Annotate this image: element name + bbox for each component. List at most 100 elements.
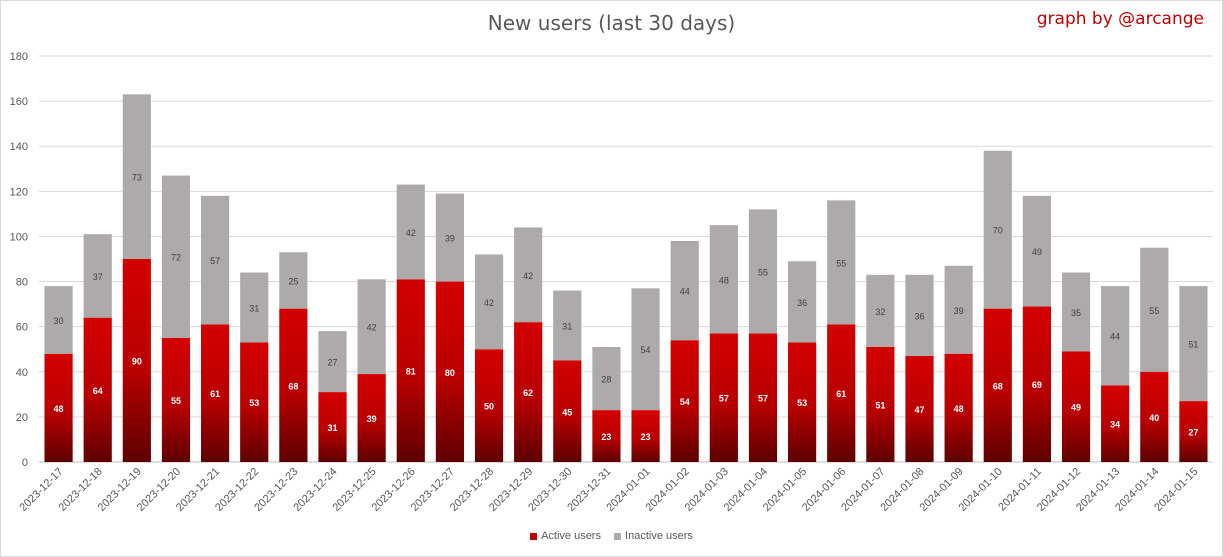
data-label-active: 57 xyxy=(719,394,729,404)
data-label-active: 47 xyxy=(914,405,924,415)
y-tick-label: 100 xyxy=(10,231,28,243)
data-label-inactive: 30 xyxy=(54,316,64,326)
data-label-inactive: 73 xyxy=(132,173,142,183)
bar-active xyxy=(905,355,934,462)
data-label-inactive: 39 xyxy=(445,234,455,244)
bar-inactive xyxy=(1140,247,1169,372)
data-label-active: 61 xyxy=(836,389,846,399)
data-label-inactive: 42 xyxy=(406,228,416,238)
data-label-inactive: 36 xyxy=(797,298,807,308)
bar-active xyxy=(1061,351,1091,462)
bar-inactive xyxy=(592,346,621,411)
data-label-active: 48 xyxy=(954,404,964,414)
bar-active xyxy=(983,308,1012,462)
bar-inactive xyxy=(944,265,973,354)
data-label-active: 68 xyxy=(993,381,1003,391)
bar-inactive xyxy=(709,225,738,334)
bar-active xyxy=(318,392,347,462)
data-label-active: 27 xyxy=(1188,428,1198,438)
data-label-inactive: 49 xyxy=(1032,247,1042,257)
data-label-active: 64 xyxy=(93,386,103,396)
bar-inactive xyxy=(44,286,73,354)
data-label-active: 55 xyxy=(171,396,181,406)
data-label-active: 45 xyxy=(562,407,572,417)
bar-active xyxy=(670,340,699,462)
bar-active xyxy=(396,279,425,462)
data-label-active: 50 xyxy=(484,402,494,412)
bar-inactive xyxy=(357,279,386,375)
y-tick-label: 0 xyxy=(22,457,28,469)
bar-inactive xyxy=(240,272,269,343)
data-label-active: 54 xyxy=(680,397,690,407)
chart-credit: graph by @arcange xyxy=(1036,9,1204,29)
y-tick-label: 180 xyxy=(10,51,28,63)
bar-active xyxy=(748,333,778,462)
data-label-inactive: 39 xyxy=(954,306,964,316)
bar-inactive xyxy=(553,290,582,361)
bar-active xyxy=(866,346,895,462)
data-label-inactive: 57 xyxy=(210,256,220,266)
bar-active xyxy=(944,353,973,462)
data-label-inactive: 44 xyxy=(1110,332,1120,342)
bar-active xyxy=(631,410,660,462)
data-label-inactive: 42 xyxy=(367,323,377,333)
bar-active xyxy=(161,337,191,462)
data-label-active: 48 xyxy=(54,404,64,414)
data-label-active: 81 xyxy=(406,367,416,377)
data-label-active: 53 xyxy=(249,398,259,408)
bar-inactive xyxy=(201,195,230,325)
bar-inactive xyxy=(122,94,151,259)
bar-inactive xyxy=(435,193,464,282)
bar-inactive xyxy=(514,227,543,323)
y-tick-label: 120 xyxy=(10,186,28,198)
bar-inactive xyxy=(1179,286,1208,402)
bar-active xyxy=(122,259,151,462)
bar-active xyxy=(1101,385,1130,462)
y-tick-label: 60 xyxy=(16,322,28,334)
bar-active xyxy=(435,281,464,462)
data-label-active: 34 xyxy=(1110,420,1120,430)
bar-active xyxy=(592,410,621,462)
data-label-active: 23 xyxy=(601,432,611,442)
bar-inactive xyxy=(670,240,699,341)
data-label-active: 80 xyxy=(445,368,455,378)
bar-active xyxy=(279,308,308,462)
bar-inactive xyxy=(983,150,1012,309)
data-label-active: 49 xyxy=(1071,403,1081,413)
chart-title: New users (last 30 days) xyxy=(487,11,736,35)
data-label-active: 31 xyxy=(327,423,337,433)
data-label-active: 39 xyxy=(367,414,377,424)
data-label-inactive: 25 xyxy=(288,276,298,286)
data-label-active: 53 xyxy=(797,398,807,408)
bar-active xyxy=(1179,401,1208,462)
data-label-active: 61 xyxy=(210,389,220,399)
legend-label-inactive: Inactive users xyxy=(625,530,693,542)
bar-inactive xyxy=(748,209,778,334)
y-tick-label: 40 xyxy=(16,367,28,379)
y-tick-label: 80 xyxy=(16,277,28,289)
data-label-inactive: 70 xyxy=(993,226,1003,236)
bar-inactive xyxy=(1101,286,1130,386)
bar-inactive xyxy=(788,261,817,343)
data-label-inactive: 55 xyxy=(758,267,768,277)
bar-inactive xyxy=(631,288,660,411)
legend-item-inactive: Inactive users xyxy=(614,530,693,542)
y-tick-label: 160 xyxy=(10,96,28,108)
y-tick-label: 20 xyxy=(16,412,28,424)
data-label-active: 40 xyxy=(1149,413,1159,423)
bar-active xyxy=(1022,306,1051,462)
bar-inactive xyxy=(866,274,895,347)
bar-active xyxy=(788,342,817,462)
bar-active xyxy=(709,333,738,462)
data-label-inactive: 36 xyxy=(914,311,924,321)
data-label-inactive: 28 xyxy=(601,375,611,385)
data-label-inactive: 72 xyxy=(171,253,181,263)
legend-item-active: Active users xyxy=(530,530,601,542)
bar-inactive xyxy=(827,200,856,325)
bar-active xyxy=(514,322,543,462)
data-label-active: 90 xyxy=(132,357,142,367)
y-tick-label: 140 xyxy=(10,141,28,153)
data-label-inactive: 54 xyxy=(641,345,651,355)
data-label-inactive: 37 xyxy=(93,272,103,282)
